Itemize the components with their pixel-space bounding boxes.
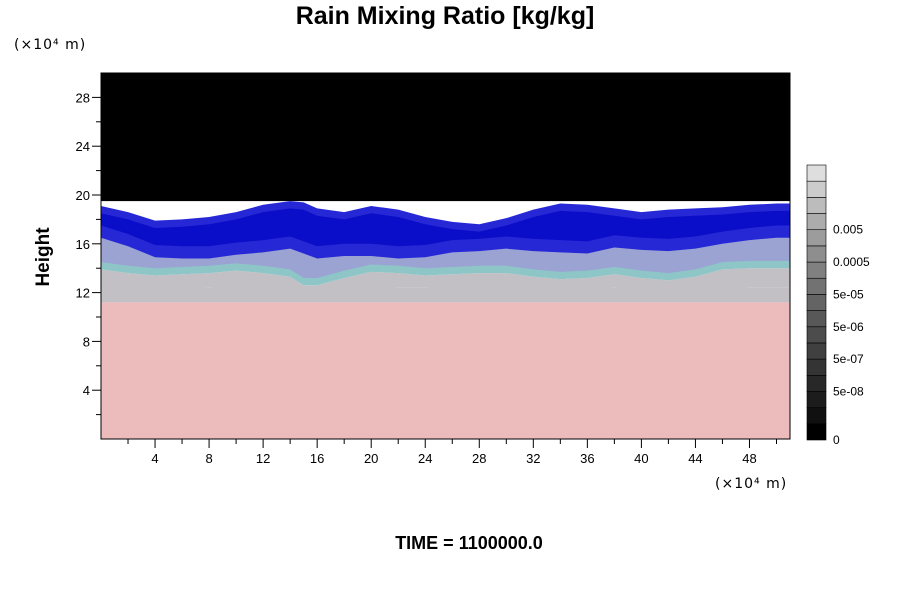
x-tick-label: 32 [526, 451, 540, 466]
colorbar-label: 5e-06 [833, 320, 864, 334]
chart-title: Rain Mixing Ratio [kg/kg] [296, 2, 595, 30]
y-tick-label: 24 [76, 139, 90, 154]
colorbar-segment [806, 342, 827, 360]
colorbar-segment [806, 213, 827, 231]
x-tick-label: 16 [310, 451, 324, 466]
colorbar-label: 0.0005 [833, 255, 870, 269]
colorbar: 0 5e-08 5e-07 5e-06 5e-05 0.0005 0.005 [806, 164, 870, 447]
y-tick-label: 16 [76, 237, 90, 252]
plot-area [101, 73, 790, 439]
colorbar-segment [806, 164, 827, 182]
layer-upper [101, 73, 790, 202]
colorbar-segment [806, 197, 827, 214]
colorbar-label: 0 [833, 433, 840, 447]
x-tick-label: 4 [151, 451, 158, 466]
x-tick-label: 28 [472, 451, 486, 466]
layer-lower [101, 302, 790, 439]
colorbar-segment [806, 294, 827, 311]
y-tick-label: 20 [76, 188, 90, 203]
y-tick-label: 28 [76, 90, 90, 105]
colorbar-segment [806, 229, 827, 247]
colorbar-label: 5e-07 [833, 352, 864, 366]
colorbar-segment [806, 407, 827, 425]
colorbar-label: 0.005 [833, 223, 863, 237]
colorbar-segment [806, 391, 827, 408]
y-axis-label: Height [33, 227, 54, 287]
colorbar-segment [806, 310, 827, 328]
x-tick-label: 12 [256, 451, 270, 466]
x-tick-label: 8 [205, 451, 212, 466]
colorbar-label: 5e-05 [833, 287, 864, 301]
x-tick-label: 36 [580, 451, 594, 466]
band-deep-blue [101, 208, 790, 247]
plot-frame [100, 72, 791, 440]
x-axis-unit: (×10⁴ m) [715, 476, 787, 492]
colorbar-segment [806, 358, 827, 376]
x-tick-label: 40 [634, 451, 648, 466]
x-tick-label: 20 [364, 451, 378, 466]
time-label: TIME = 1100000.0 [395, 533, 543, 553]
colorbar-segment [806, 374, 827, 392]
colorbar-label: 5e-08 [833, 384, 864, 398]
colorbar-segment [806, 277, 827, 295]
x-tick-label: 24 [418, 451, 432, 466]
x-tick-label: 48 [742, 451, 756, 466]
colorbar-segment [806, 245, 827, 263]
y-tick-label: 8 [83, 334, 90, 349]
colorbar-segment [806, 261, 827, 279]
y-axis-unit: (×10⁴ m) [14, 37, 86, 53]
colorbar-segment [806, 423, 827, 441]
colorbar-segment [806, 326, 827, 344]
y-tick-label: 12 [76, 286, 90, 301]
y-tick-label: 4 [83, 383, 90, 398]
x-tick-label: 44 [688, 451, 702, 466]
band-gray [101, 268, 790, 294]
colorbar-segment [806, 180, 827, 198]
